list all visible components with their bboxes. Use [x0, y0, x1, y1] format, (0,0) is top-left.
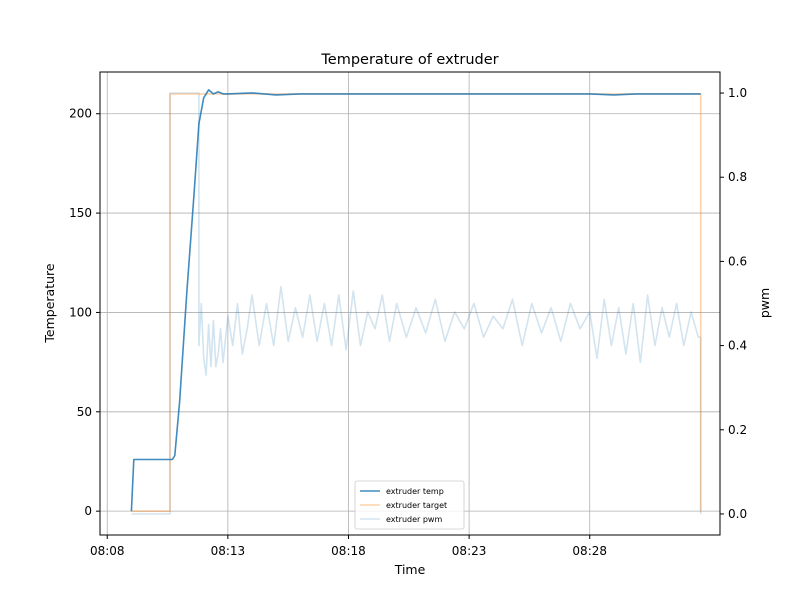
- x-tick-label-3: 08:23: [452, 544, 487, 558]
- x-axis-label: Time: [394, 562, 426, 577]
- left-y-axis-label: Temperature: [42, 263, 57, 343]
- x-tick-label-0: 08:08: [90, 544, 125, 558]
- x-tick-label-1: 08:13: [211, 544, 246, 558]
- left-y-tick-label-4: 200: [69, 107, 92, 121]
- right-y-tick-label-5: 1.0: [728, 86, 747, 100]
- axes-frame: [99, 71, 721, 536]
- x-tick-label-2: 08:18: [331, 544, 366, 558]
- legend-label-temp: extruder temp: [386, 487, 444, 496]
- series-line-target: [131, 93, 702, 513]
- right-y-tick-label-2: 0.4: [728, 339, 747, 353]
- right-y-tick-label-1: 0.2: [728, 423, 747, 437]
- legend-box: [354, 480, 465, 530]
- legend-label-target: extruder target: [386, 501, 447, 510]
- x-tick-label-4: 08:28: [572, 544, 607, 558]
- chart-title: Temperature of extruder: [320, 52, 498, 68]
- left-y-tick-label-3: 150: [69, 206, 92, 220]
- left-y-tick-label-1: 50: [77, 405, 92, 419]
- right-y-tick-label-4: 0.8: [728, 170, 747, 184]
- left-y-tick-label-0: 0: [84, 504, 92, 518]
- series-line-temp: [130, 89, 701, 512]
- series-line-pwm: [131, 92, 702, 515]
- plot-area: 08:08 08:13 08:18 08:23 08:28 0 50 100 150 200 0.0…: [69, 71, 747, 558]
- legend-label-pwm: extruder pwm: [386, 515, 442, 524]
- right-y-tick-label-0: 0.0: [728, 507, 747, 521]
- right-y-tick-label-3: 0.6: [728, 254, 747, 268]
- right-y-axis-label: pwm: [757, 288, 772, 318]
- left-y-tick-label-2: 100: [69, 305, 92, 319]
